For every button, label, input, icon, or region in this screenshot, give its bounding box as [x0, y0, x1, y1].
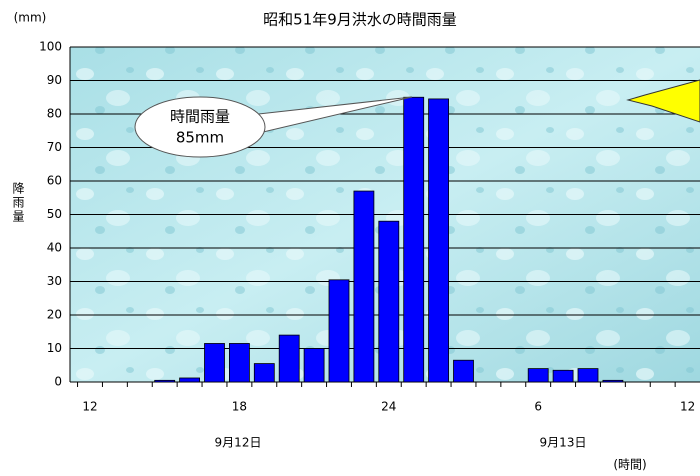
x-tick-label: 12 [82, 400, 97, 414]
y-tick-label: 60 [47, 174, 62, 188]
y-axis-label: 降雨量 [11, 182, 25, 224]
y-tick-label: 0 [54, 375, 62, 389]
bar [328, 279, 350, 383]
bar [403, 96, 425, 383]
chart-title: 昭和51年9月洪水の時間雨量 [263, 11, 457, 29]
bar [453, 359, 474, 383]
bar [253, 363, 275, 383]
bar [179, 377, 201, 383]
bar [378, 220, 400, 383]
bar [204, 343, 225, 383]
x-group-label: 9月12日 [215, 436, 262, 450]
callout-bubble [134, 96, 266, 158]
bar [303, 348, 325, 383]
x-tick-label: 24 [381, 400, 396, 414]
bar [577, 368, 599, 383]
x-tick-label: 6 [534, 400, 542, 414]
y-tick-label: 30 [47, 274, 62, 288]
bar [602, 379, 624, 383]
bar [278, 334, 300, 383]
bar [527, 368, 549, 383]
y-tick-label: 80 [47, 107, 62, 121]
callout-shape [626, 79, 700, 123]
y-tick-label: 100 [39, 40, 62, 54]
y-tick-label: 90 [47, 73, 62, 87]
y-unit-label: (mm) [14, 11, 47, 25]
annotation-line: 85mm [176, 129, 224, 147]
y-tick-label: 40 [47, 241, 62, 255]
annotation-line: 時間雨量 [170, 108, 230, 126]
bar [552, 369, 574, 383]
y-tick-label: 20 [47, 308, 62, 322]
callout-join [238, 112, 254, 139]
x-unit-label: (時間) [613, 458, 646, 472]
x-group-label: 9月13日 [540, 436, 587, 450]
x-tick-label: 12 [680, 400, 695, 414]
y-tick-label: 50 [47, 207, 62, 221]
x-tick-label: 18 [232, 400, 247, 414]
y-tick-label: 70 [47, 140, 62, 154]
bar [353, 190, 375, 383]
bar [154, 379, 176, 383]
bar [228, 343, 250, 383]
y-tick-label: 10 [47, 341, 62, 355]
bar [428, 98, 450, 383]
